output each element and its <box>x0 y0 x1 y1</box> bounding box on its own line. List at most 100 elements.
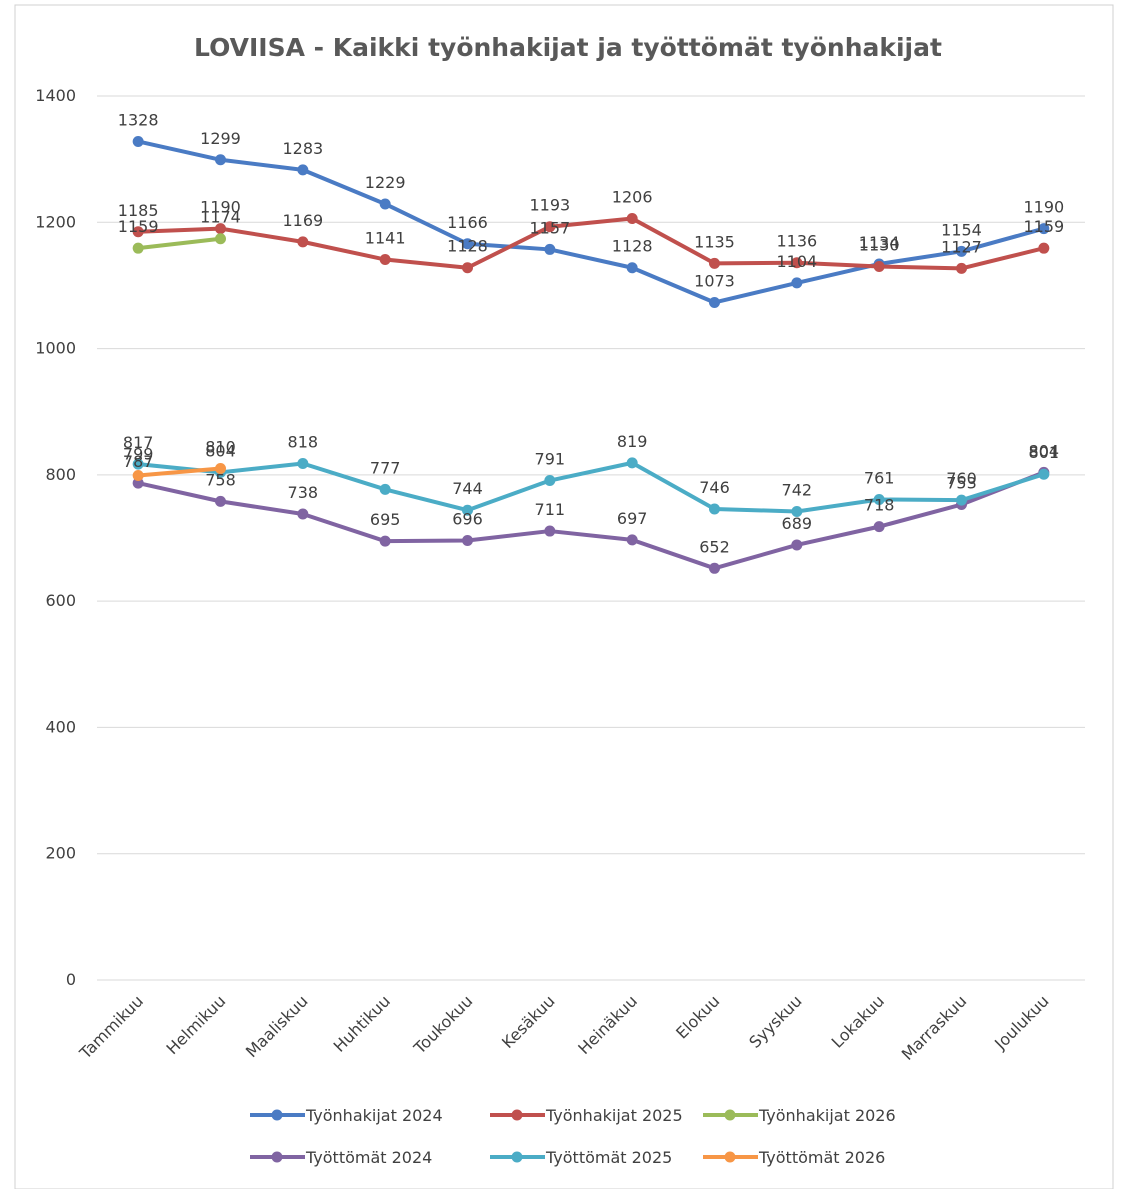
point <box>791 257 803 269</box>
point <box>462 504 473 516</box>
data-label: 1159 <box>1023 217 1064 236</box>
data-label: 1154 <box>941 220 982 239</box>
point <box>1038 242 1050 254</box>
data-label: 758 <box>205 470 236 489</box>
data-label: 652 <box>699 537 730 556</box>
point <box>956 262 967 274</box>
data-label: 1073 <box>694 271 735 290</box>
point <box>215 223 226 235</box>
point <box>709 257 720 269</box>
point <box>626 457 638 469</box>
data-label: 1299 <box>200 129 241 148</box>
data-label: 760 <box>946 469 977 488</box>
data-label: 777 <box>370 458 401 477</box>
point <box>626 534 638 546</box>
point <box>462 238 473 250</box>
chart-frame <box>14 4 1114 1190</box>
point <box>297 164 309 176</box>
point <box>873 521 885 533</box>
data-label: 1166 <box>447 213 488 232</box>
point <box>215 154 226 166</box>
data-label: 1134 <box>859 233 900 252</box>
data-label: 791 <box>535 450 566 469</box>
data-label: 818 <box>288 432 319 451</box>
data-label: 819 <box>617 432 648 451</box>
point <box>379 483 391 495</box>
data-label: 810 <box>205 438 236 457</box>
point <box>873 493 885 505</box>
point <box>132 135 144 147</box>
point <box>379 535 391 547</box>
series-line <box>138 216 1045 271</box>
data-label: 1135 <box>694 232 735 251</box>
data-label: 1185 <box>118 201 159 220</box>
data-label: 1229 <box>365 173 406 192</box>
point <box>462 262 473 274</box>
data-label: 696 <box>452 510 483 529</box>
point <box>132 458 144 470</box>
data-label: 753 <box>946 474 977 493</box>
point <box>132 226 144 238</box>
point <box>544 525 556 537</box>
legend-label: Työnhakijat 2025 <box>545 1106 683 1125</box>
data-label: 746 <box>699 478 730 497</box>
data-label: 1328 <box>118 110 159 129</box>
legend-label: Työnhakijat 2026 <box>758 1106 896 1125</box>
point <box>379 198 391 210</box>
data-label: 1283 <box>282 139 323 158</box>
data-label: 1190 <box>200 198 241 217</box>
data-label: 744 <box>452 479 483 498</box>
point <box>462 535 473 547</box>
point <box>132 469 144 481</box>
data-label: 1174 <box>200 208 241 227</box>
data-label: 1136 <box>776 232 817 251</box>
data-label: 801 <box>1029 443 1060 462</box>
y-tick-label: 1400 <box>35 86 76 105</box>
point <box>297 236 309 248</box>
data-label: 1130 <box>859 235 900 254</box>
point <box>544 475 556 487</box>
point <box>626 212 638 224</box>
data-label: 1128 <box>447 237 488 256</box>
point <box>132 242 144 254</box>
data-label: 711 <box>535 500 566 519</box>
y-tick-label: 0 <box>66 970 76 989</box>
y-tick-label: 800 <box>45 465 76 484</box>
point <box>791 539 803 551</box>
data-label: 799 <box>123 444 154 463</box>
point <box>791 277 803 289</box>
point <box>544 243 556 255</box>
point <box>956 494 967 506</box>
series-line <box>137 466 221 478</box>
legend-marker <box>724 1151 736 1163</box>
data-label: 1190 <box>1023 198 1064 217</box>
data-label: 695 <box>370 510 401 529</box>
point <box>1038 223 1050 235</box>
chart-title: LOVIISA - Kaikki työnhakijat ja työttömä… <box>194 33 942 62</box>
series-line <box>137 460 1045 514</box>
data-label: 1169 <box>282 211 323 230</box>
data-label: 1193 <box>529 196 570 215</box>
data-label: 787 <box>123 452 154 471</box>
legend-label: Työnhakijat 2024 <box>305 1106 443 1125</box>
point <box>297 457 309 469</box>
data-label: 804 <box>1029 441 1060 460</box>
point <box>297 508 309 520</box>
y-tick-label: 200 <box>45 844 76 863</box>
data-label: 1127 <box>941 237 982 256</box>
data-label: 804 <box>205 441 236 460</box>
legend-label: Työttömät 2024 <box>305 1148 432 1167</box>
legend-marker <box>724 1109 736 1121</box>
legend-marker <box>511 1109 523 1121</box>
legend-marker <box>511 1151 523 1163</box>
point <box>132 477 144 489</box>
data-label: 1141 <box>365 229 406 248</box>
point <box>791 505 803 517</box>
y-tick-label: 1000 <box>35 339 76 358</box>
y-tick-label: 400 <box>45 717 76 736</box>
legend-label: Työttömät 2026 <box>758 1148 885 1167</box>
point <box>956 245 967 257</box>
legend-marker <box>271 1109 283 1121</box>
data-label: 689 <box>782 514 813 533</box>
